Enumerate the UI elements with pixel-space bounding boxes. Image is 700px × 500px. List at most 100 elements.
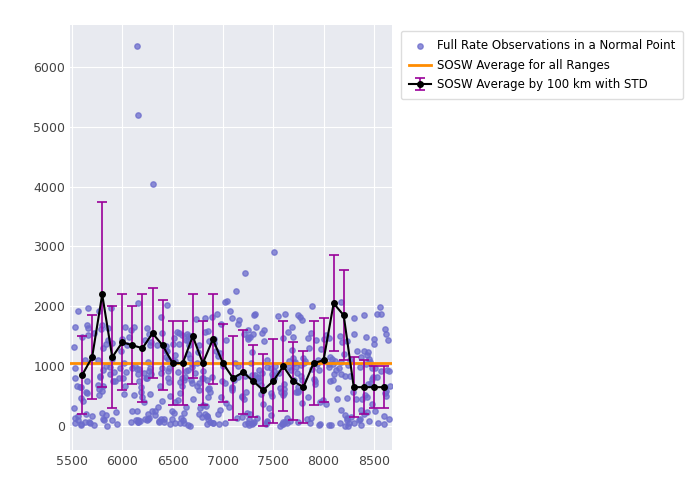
Full Rate Observations in a Normal Point — [214, 349, 225, 357]
Full Rate Observations in a Normal Point — [342, 394, 353, 402]
Full Rate Observations in a Normal Point — [239, 269, 251, 277]
Full Rate Observations in a Normal Point — [342, 362, 354, 370]
Full Rate Observations in a Normal Point — [182, 350, 193, 358]
Full Rate Observations in a Normal Point — [197, 368, 209, 376]
Full Rate Observations in a Normal Point — [292, 311, 303, 319]
Full Rate Observations in a Normal Point — [252, 372, 263, 380]
Full Rate Observations in a Normal Point — [131, 407, 142, 415]
Full Rate Observations in a Normal Point — [279, 385, 290, 393]
Full Rate Observations in a Normal Point — [334, 332, 345, 340]
Full Rate Observations in a Normal Point — [296, 399, 307, 407]
Full Rate Observations in a Normal Point — [81, 321, 92, 329]
Full Rate Observations in a Normal Point — [169, 358, 181, 366]
Full Rate Observations in a Normal Point — [335, 298, 346, 306]
Full Rate Observations in a Normal Point — [288, 376, 300, 384]
Full Rate Observations in a Normal Point — [302, 334, 314, 342]
Full Rate Observations in a Normal Point — [382, 336, 393, 344]
Full Rate Observations in a Normal Point — [202, 414, 213, 422]
Full Rate Observations in a Normal Point — [288, 354, 299, 362]
Full Rate Observations in a Normal Point — [384, 382, 395, 390]
Full Rate Observations in a Normal Point — [155, 369, 167, 377]
Full Rate Observations in a Normal Point — [329, 357, 340, 365]
Full Rate Observations in a Normal Point — [202, 393, 214, 401]
Full Rate Observations in a Normal Point — [139, 336, 150, 344]
Full Rate Observations in a Normal Point — [345, 372, 356, 380]
Full Rate Observations in a Normal Point — [356, 406, 367, 414]
Full Rate Observations in a Normal Point — [94, 372, 106, 380]
Full Rate Observations in a Normal Point — [182, 330, 193, 338]
Full Rate Observations in a Normal Point — [321, 330, 332, 338]
Full Rate Observations in a Normal Point — [133, 370, 144, 378]
Full Rate Observations in a Normal Point — [253, 366, 265, 374]
Full Rate Observations in a Normal Point — [274, 422, 286, 430]
Full Rate Observations in a Normal Point — [297, 354, 308, 362]
Full Rate Observations in a Normal Point — [145, 338, 156, 346]
Full Rate Observations in a Normal Point — [242, 326, 253, 334]
Full Rate Observations in a Normal Point — [128, 323, 139, 331]
Full Rate Observations in a Normal Point — [73, 416, 84, 424]
Full Rate Observations in a Normal Point — [312, 360, 323, 368]
Full Rate Observations in a Normal Point — [212, 352, 223, 360]
Full Rate Observations in a Normal Point — [326, 422, 337, 430]
Full Rate Observations in a Normal Point — [118, 374, 129, 382]
Full Rate Observations in a Normal Point — [279, 310, 290, 318]
Full Rate Observations in a Normal Point — [220, 420, 231, 428]
Full Rate Observations in a Normal Point — [106, 339, 118, 347]
Full Rate Observations in a Normal Point — [375, 367, 386, 375]
Full Rate Observations in a Normal Point — [190, 369, 201, 377]
Full Rate Observations in a Normal Point — [287, 323, 298, 331]
Full Rate Observations in a Normal Point — [210, 346, 221, 354]
Full Rate Observations in a Normal Point — [202, 376, 213, 384]
Full Rate Observations in a Normal Point — [108, 368, 120, 376]
Full Rate Observations in a Normal Point — [242, 333, 253, 341]
Full Rate Observations in a Normal Point — [331, 394, 342, 402]
Full Rate Observations in a Normal Point — [281, 414, 293, 422]
Full Rate Observations in a Normal Point — [243, 419, 254, 427]
Full Rate Observations in a Normal Point — [97, 414, 108, 422]
Full Rate Observations in a Normal Point — [265, 410, 276, 418]
Full Rate Observations in a Normal Point — [132, 42, 143, 50]
Full Rate Observations in a Normal Point — [325, 376, 336, 384]
Full Rate Observations in a Normal Point — [156, 330, 167, 338]
Full Rate Observations in a Normal Point — [97, 410, 108, 418]
Full Rate Observations in a Normal Point — [106, 416, 117, 424]
Full Rate Observations in a Normal Point — [261, 356, 272, 364]
Full Rate Observations in a Normal Point — [227, 383, 238, 391]
Full Rate Observations in a Normal Point — [133, 416, 144, 424]
Full Rate Observations in a Normal Point — [278, 380, 289, 388]
Full Rate Observations in a Normal Point — [77, 333, 88, 341]
Full Rate Observations in a Normal Point — [279, 388, 290, 396]
Full Rate Observations in a Normal Point — [269, 367, 280, 375]
Full Rate Observations in a Normal Point — [245, 410, 256, 418]
Full Rate Observations in a Normal Point — [128, 390, 139, 398]
Full Rate Observations in a Normal Point — [162, 302, 173, 310]
Full Rate Observations in a Normal Point — [252, 374, 263, 382]
Full Rate Observations in a Normal Point — [206, 313, 218, 321]
Legend: Full Rate Observations in a Normal Point, SOSW Average for all Ranges, SOSW Aver: Full Rate Observations in a Normal Point… — [401, 31, 683, 100]
Full Rate Observations in a Normal Point — [199, 314, 210, 322]
Full Rate Observations in a Normal Point — [216, 320, 227, 328]
Full Rate Observations in a Normal Point — [74, 384, 85, 392]
Full Rate Observations in a Normal Point — [143, 414, 154, 422]
Full Rate Observations in a Normal Point — [80, 388, 92, 396]
Full Rate Observations in a Normal Point — [239, 372, 251, 380]
Full Rate Observations in a Normal Point — [92, 380, 104, 388]
Full Rate Observations in a Normal Point — [171, 328, 182, 336]
Full Rate Observations in a Normal Point — [186, 379, 197, 387]
Full Rate Observations in a Normal Point — [333, 364, 344, 372]
Full Rate Observations in a Normal Point — [102, 336, 113, 344]
Full Rate Observations in a Normal Point — [208, 336, 219, 344]
Full Rate Observations in a Normal Point — [167, 414, 178, 422]
Full Rate Observations in a Normal Point — [106, 355, 118, 363]
Full Rate Observations in a Normal Point — [258, 400, 269, 407]
Full Rate Observations in a Normal Point — [71, 382, 83, 390]
Full Rate Observations in a Normal Point — [133, 299, 144, 307]
Full Rate Observations in a Normal Point — [194, 380, 205, 388]
Full Rate Observations in a Normal Point — [125, 326, 136, 334]
Full Rate Observations in a Normal Point — [248, 418, 260, 426]
Full Rate Observations in a Normal Point — [318, 336, 330, 344]
Full Rate Observations in a Normal Point — [251, 414, 262, 422]
Full Rate Observations in a Normal Point — [291, 388, 302, 396]
Full Rate Observations in a Normal Point — [335, 418, 346, 426]
Full Rate Observations in a Normal Point — [69, 374, 80, 382]
